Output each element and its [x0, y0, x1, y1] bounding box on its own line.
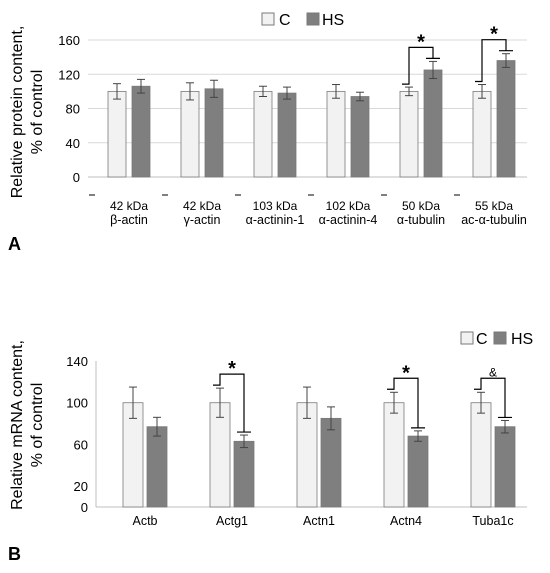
bar-c [383, 402, 405, 508]
y-tick-label: 80 [66, 102, 80, 117]
bar-hs [407, 435, 429, 508]
legend-swatch-c [261, 12, 275, 26]
y-tick-label: 160 [58, 33, 80, 48]
bar-hs [146, 426, 168, 508]
bar-c [209, 402, 231, 508]
y-tick-label: 0 [81, 500, 88, 515]
x-category-label: Actn4 [390, 514, 422, 528]
bar-c [399, 90, 419, 178]
bar-hs [496, 60, 516, 178]
significance-marker: * [417, 31, 425, 53]
panel-b-plot: 0 20 60 100 140 Actb Actg1 Actn1 Actn4 Tuba1c * * & [66, 354, 527, 528]
bar-c [326, 90, 346, 178]
x-category-label: 103 kDa [253, 199, 298, 213]
x-category-label: Actg1 [216, 514, 248, 528]
bar-c [253, 90, 273, 178]
x-category-label: 55 kDa [475, 199, 513, 213]
panel-b-legend: C HS [460, 331, 533, 348]
significance-marker: * [228, 358, 236, 380]
panel-a-ylabel-line1: Relative protein content, [9, 26, 26, 199]
x-category-label: Tuba1c [472, 514, 513, 528]
significance-bracket [474, 377, 512, 419]
bar-c [470, 402, 492, 508]
panel-b: C HS Relative mRNA content, % of control… [8, 331, 533, 564]
y-tick-label: 100 [66, 396, 88, 411]
x-category-label: Actn1 [303, 514, 335, 528]
legend-label-hs: HS [511, 331, 533, 348]
x-category-label: 42 kDa [110, 199, 148, 213]
y-tick-label: 0 [73, 170, 80, 185]
significance-bracket [402, 46, 440, 85]
panel-a-label: A [8, 234, 21, 254]
y-tick-label: 20 [74, 479, 88, 494]
legend-label-hs: HS [322, 12, 344, 29]
bar-hs [204, 88, 224, 178]
legend-label-c: C [279, 12, 291, 29]
legend-swatch-hs [306, 12, 320, 26]
bar-hs [423, 69, 443, 178]
bar-c [107, 90, 127, 178]
bar-hs [277, 92, 297, 178]
significance-marker: * [490, 24, 498, 46]
x-category-label: ac-α-tubulin [461, 213, 527, 227]
bar-hs [350, 96, 370, 178]
panel-b-ylabel-line1: Relative mRNA content, [9, 340, 26, 510]
x-category-label: α-tubulin [397, 213, 445, 227]
x-category-label: β-actin [110, 213, 148, 227]
significance-marker: * [402, 362, 410, 384]
panel-b-label: B [8, 544, 21, 564]
bar-c [180, 90, 200, 178]
x-category-label: 102 kDa [326, 199, 371, 213]
significance-bracket [213, 373, 251, 433]
x-category-label: Actb [132, 514, 157, 528]
significance-bracket [387, 377, 425, 429]
y-tick-label: 120 [58, 67, 80, 82]
x-category-label: 50 kDa [402, 199, 440, 213]
x-category-label: γ-actin [184, 213, 221, 227]
panel-b-ylabel-line2: % of control [29, 383, 46, 467]
bar-hs [131, 85, 151, 178]
y-tick-label: 40 [66, 136, 80, 151]
x-category-label: α-actinin-1 [246, 213, 305, 227]
panel-a: C HS Relative protein content, % of cont… [8, 12, 527, 254]
x-category-label: α-actinin-4 [319, 213, 378, 227]
panel-a-ylabel-line2: % of control [29, 70, 46, 154]
x-category-label: 42 kDa [183, 199, 221, 213]
bar-hs [233, 440, 255, 508]
significance-bracket [475, 39, 513, 83]
legend-swatch-hs [493, 331, 507, 345]
y-tick-label: 60 [74, 437, 88, 452]
panel-a-legend: C HS [261, 12, 344, 29]
bar-hs [320, 417, 342, 508]
significance-marker: & [489, 365, 497, 379]
y-tick-label: 140 [66, 354, 88, 369]
bar-hs [494, 426, 516, 508]
bar-c [472, 90, 492, 178]
legend-label-c: C [476, 331, 488, 348]
legend-swatch-c [460, 331, 474, 345]
